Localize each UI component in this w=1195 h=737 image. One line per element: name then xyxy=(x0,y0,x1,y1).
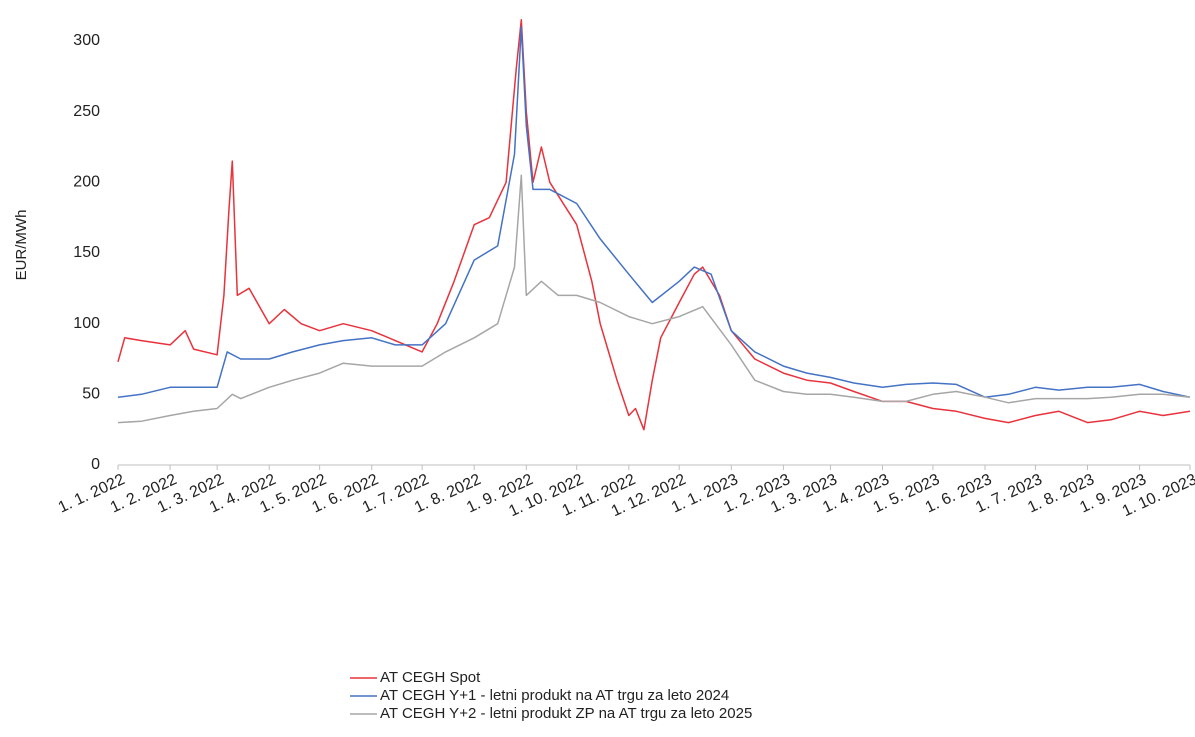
legend-label: AT CEGH Spot xyxy=(380,669,481,686)
y-tick-label: 150 xyxy=(73,244,100,261)
y-tick-label: 50 xyxy=(82,386,100,403)
legend-label: AT CEGH Y+1 - letni produkt na AT trgu z… xyxy=(380,687,729,704)
series-line xyxy=(117,174,1191,424)
y-tick-label: 200 xyxy=(73,174,100,191)
series-line xyxy=(117,19,1191,431)
y-tick-label: 250 xyxy=(73,103,100,120)
series-line xyxy=(117,26,1191,398)
y-tick-label: 100 xyxy=(73,315,100,332)
y-axis-label: EUR/MWh xyxy=(13,210,30,281)
y-tick-label: 0 xyxy=(91,456,100,473)
legend-label: AT CEGH Y+2 - letni produkt ZP na AT trg… xyxy=(380,705,752,722)
y-tick-label: 300 xyxy=(73,32,100,49)
